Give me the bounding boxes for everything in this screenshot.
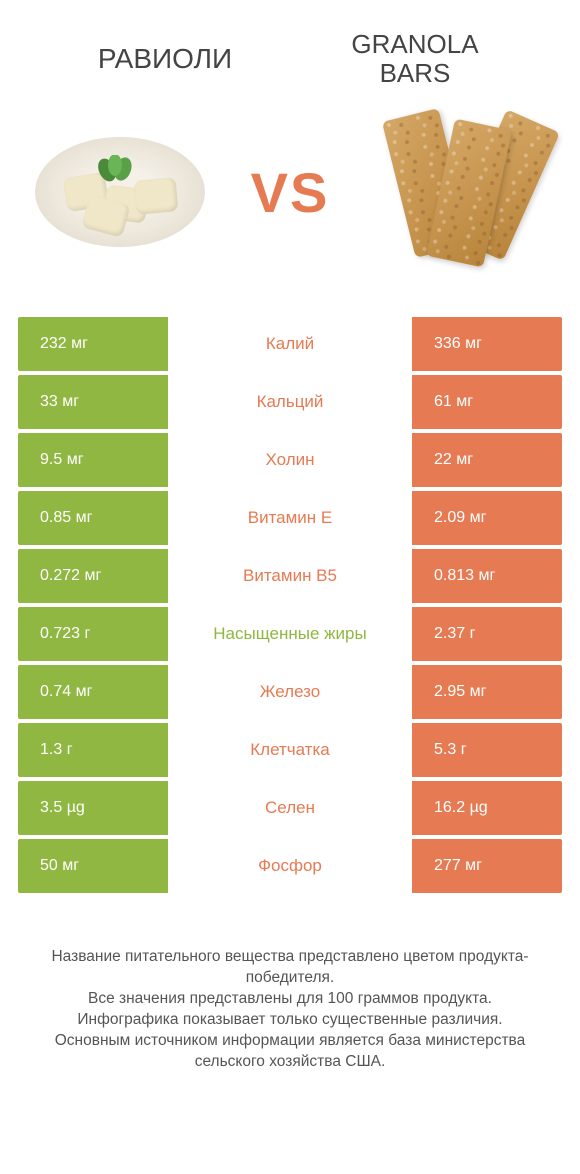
- value-right: 336 мг: [412, 317, 562, 371]
- value-right: 2.09 мг: [412, 491, 562, 545]
- product-right-title-line1: GRANOLA: [351, 29, 478, 59]
- value-right: 0.813 мг: [412, 549, 562, 603]
- granola-illustration: [370, 112, 550, 272]
- table-row: 9.5 мгХолин22 мг: [18, 433, 562, 487]
- product-left-title: РАВИОЛИ: [40, 43, 290, 75]
- table-row: 0.74 мгЖелезо2.95 мг: [18, 665, 562, 719]
- value-left: 0.723 г: [18, 607, 168, 661]
- value-right: 22 мг: [412, 433, 562, 487]
- nutrient-label: Холин: [168, 433, 412, 487]
- table-row: 1.3 гКлетчатка5.3 г: [18, 723, 562, 777]
- value-right: 277 мг: [412, 839, 562, 893]
- value-left: 50 мг: [18, 839, 168, 893]
- value-right: 61 мг: [412, 375, 562, 429]
- product-right-title: GRANOLA BARS: [290, 30, 540, 87]
- visual-row: VS: [0, 97, 580, 317]
- table-row: 33 мгКальций61 мг: [18, 375, 562, 429]
- footer-line: Все значения представлены для 100 граммо…: [30, 989, 550, 1010]
- footer-line: Основным источником информации является …: [30, 1031, 550, 1073]
- nutrient-label: Фосфор: [168, 839, 412, 893]
- value-left: 1.3 г: [18, 723, 168, 777]
- nutrient-label: Витамин B5: [168, 549, 412, 603]
- table-row: 0.85 мгВитамин E2.09 мг: [18, 491, 562, 545]
- footer-notes: Название питательного вещества представл…: [0, 897, 580, 1073]
- value-right: 16.2 µg: [412, 781, 562, 835]
- nutrient-label: Селен: [168, 781, 412, 835]
- value-left: 232 мг: [18, 317, 168, 371]
- nutrient-label: Насыщенные жиры: [168, 607, 412, 661]
- value-left: 33 мг: [18, 375, 168, 429]
- footer-line: Название питательного вещества представл…: [30, 947, 550, 989]
- product-right-title-line2: BARS: [380, 58, 451, 88]
- value-right: 5.3 г: [412, 723, 562, 777]
- nutrient-label: Витамин E: [168, 491, 412, 545]
- table-row: 0.272 мгВитамин B50.813 мг: [18, 549, 562, 603]
- header: РАВИОЛИ GRANOLA BARS: [0, 0, 580, 97]
- value-right: 2.37 г: [412, 607, 562, 661]
- nutrient-label: Железо: [168, 665, 412, 719]
- comparison-table: 232 мгКалий336 мг33 мгКальций61 мг9.5 мг…: [0, 317, 580, 893]
- table-row: 3.5 µgСелен16.2 µg: [18, 781, 562, 835]
- value-left: 0.272 мг: [18, 549, 168, 603]
- value-right: 2.95 мг: [412, 665, 562, 719]
- table-row: 232 мгКалий336 мг: [18, 317, 562, 371]
- value-left: 9.5 мг: [18, 433, 168, 487]
- nutrient-label: Кальций: [168, 375, 412, 429]
- nutrient-label: Клетчатка: [168, 723, 412, 777]
- vs-label: VS: [251, 160, 330, 225]
- ravioli-illustration: [30, 112, 210, 272]
- value-left: 3.5 µg: [18, 781, 168, 835]
- table-row: 0.723 гНасыщенные жиры2.37 г: [18, 607, 562, 661]
- value-left: 0.85 мг: [18, 491, 168, 545]
- nutrient-label: Калий: [168, 317, 412, 371]
- footer-line: Инфографика показывает только существенн…: [30, 1010, 550, 1031]
- value-left: 0.74 мг: [18, 665, 168, 719]
- table-row: 50 мгФосфор277 мг: [18, 839, 562, 893]
